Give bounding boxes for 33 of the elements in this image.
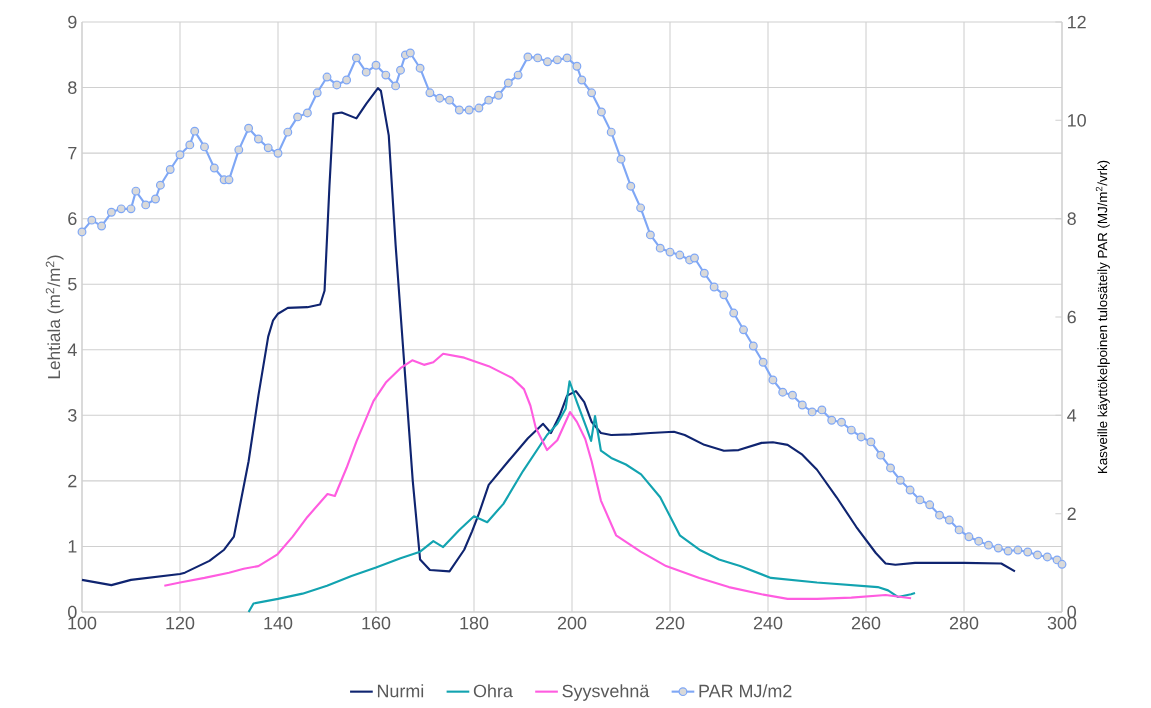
- x-tick-label: 240: [753, 616, 783, 630]
- x-tick-label: 220: [655, 616, 685, 630]
- y-tick-label: 7: [68, 146, 77, 160]
- y-tick-label: 9: [68, 15, 77, 29]
- y-tick-label: 5: [68, 277, 77, 291]
- legend-label: Syysvehnä: [562, 684, 650, 701]
- y2-tick-label: 10: [1068, 113, 1086, 127]
- y2-axis-title: Kasveille käyttökelpoinen tulosäteily PAR (MJ/m$^{2}$/vrk): [1095, 160, 1110, 473]
- line-series: [247, 380, 917, 614]
- y-tick-label: 6: [68, 212, 77, 226]
- legend-label: Nurmi: [377, 684, 424, 698]
- y-tick-label: 2: [68, 474, 77, 488]
- line-series: [163, 352, 913, 600]
- y-tick-label: 8: [68, 81, 77, 94]
- y-tick-label: 1: [68, 540, 77, 553]
- x-tick-label: 180: [460, 616, 489, 630]
- y-axis-title: Lehtiala (m$^{2}$/m$^{2}$): [45, 255, 64, 379]
- y2-tick-label: 6: [1067, 310, 1076, 324]
- x-tick-label: 120: [166, 616, 195, 630]
- y2-tick-label: 4: [1067, 409, 1077, 422]
- y2-tick-label: 8: [1067, 212, 1076, 225]
- x-tick-label: 280: [949, 616, 979, 630]
- y-tick-label: 3: [68, 408, 77, 422]
- x-tick-label: 260: [851, 616, 881, 630]
- x-tick-label: 140: [264, 616, 293, 630]
- y2-tick-label: 12: [1068, 15, 1086, 29]
- x-tick-label: 200: [557, 616, 587, 630]
- line-series: [80, 87, 1017, 587]
- y-tick-label: 4: [67, 343, 77, 356]
- legend-label: PAR MJ/m2: [699, 684, 792, 698]
- y2-tick-label: 2: [1067, 507, 1076, 520]
- x-tick-label: 160: [362, 616, 391, 630]
- legend-label: Ohra: [473, 684, 513, 698]
